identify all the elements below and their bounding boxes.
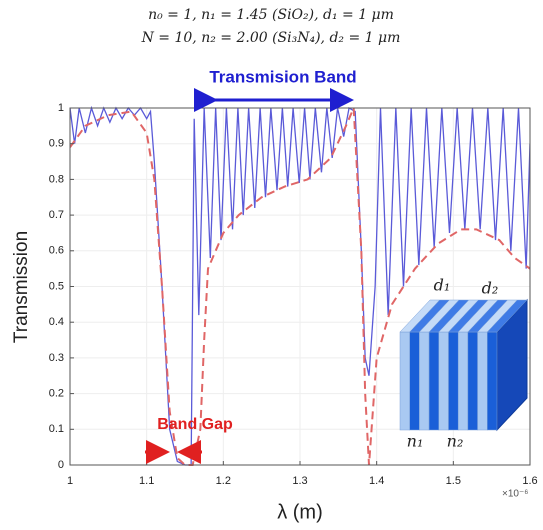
- layer-front: [457, 331, 469, 431]
- layer-front: [399, 331, 410, 431]
- y-tick-label: 0.6: [49, 245, 64, 257]
- y-tick-label: 0.8: [49, 173, 64, 185]
- series-line: [70, 106, 530, 466]
- x-tick-label: 1.1: [139, 475, 154, 487]
- x-tick-label: 1.5: [446, 475, 461, 487]
- x-tick-label: 1.6: [522, 475, 537, 487]
- y-tick-label: 0.1: [49, 423, 64, 435]
- layer-front: [438, 331, 449, 431]
- x-tick-label: 1.2: [216, 475, 231, 487]
- y-tick-label: 0.2: [49, 388, 64, 400]
- y-tick-label: 1: [58, 102, 64, 114]
- multilayer-inset: [399, 298, 528, 432]
- y-tick-label: 0.7: [49, 209, 64, 221]
- layer-front: [487, 331, 498, 431]
- title: n₀ = 1, n₁ = 1.45 (SiO₂), d₁ = 1 μm: [148, 7, 394, 23]
- n2-label: n₂: [447, 432, 464, 451]
- y-tick-label: 0.4: [49, 316, 64, 328]
- layer-front: [448, 331, 459, 431]
- subtitle: N = 10, n₂ = 2.00 (Si₃N₄), d₂ = 1 μm: [141, 30, 401, 46]
- d1-label: d₁: [434, 276, 451, 295]
- layer-front: [467, 331, 478, 431]
- layer-front: [409, 331, 420, 431]
- x-axis-label: λ (m): [277, 501, 323, 523]
- layer-front: [419, 331, 430, 431]
- y-tick-label: 0.9: [49, 138, 64, 150]
- y-tick-label: 0.5: [49, 280, 64, 292]
- x-tick-label: 1.4: [369, 475, 384, 487]
- x-tick-label: 1: [67, 475, 73, 487]
- n1-label: n₁: [407, 432, 424, 451]
- y-tick-label: 0.3: [49, 352, 64, 364]
- x-exponent: ×10⁻⁶: [502, 489, 528, 500]
- gap-label: Band Gap: [157, 416, 233, 433]
- band-label: Transmision Band: [209, 67, 356, 86]
- x-tick-label: 1.3: [292, 475, 307, 487]
- layer-top: [486, 299, 528, 333]
- layer-front: [477, 331, 488, 431]
- series-line: [70, 107, 530, 466]
- y-axis-label: Transmission: [11, 231, 32, 343]
- d2-label: d₂: [482, 279, 499, 298]
- y-tick-label: 0: [58, 459, 64, 471]
- layer-front: [428, 331, 440, 431]
